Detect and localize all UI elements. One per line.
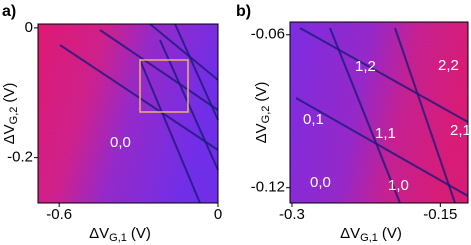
panel: 1,2 2,2 0,1 1,1 2,1 0,0 1,0 -0.3 -0.15 -0.12 -0.06… <box>236 3 471 244</box>
y-tick-label: -0.2 <box>7 149 33 166</box>
xlabel-axis-label: ΔVG,1 (V) <box>340 225 402 244</box>
y-tick-label: -0.06 <box>251 26 285 43</box>
x-tick-label: -0.15 <box>423 206 457 223</box>
axis-unit: (V) <box>131 225 151 242</box>
annotation: 1,0 <box>388 177 409 194</box>
axis-subscript: G,1 <box>109 232 127 244</box>
x-tick-label: -0.6 <box>46 206 72 223</box>
annotation: 0,1 <box>303 111 324 128</box>
annotation: 1,1 <box>375 125 396 142</box>
axis-subscript: G,1 <box>360 232 378 244</box>
annotation: 2,2 <box>438 57 459 74</box>
transition-line <box>295 97 469 197</box>
axis-unit: (V) <box>253 82 270 102</box>
axis-symbol: ΔV <box>1 124 18 144</box>
xlabel-axis-label: ΔVG,1 (V) <box>89 225 151 244</box>
axis-subscript: G,2 <box>8 107 20 125</box>
annotation: 0,0 <box>310 174 331 191</box>
axis-unit: (V) <box>1 83 18 103</box>
annotation: 2,1 <box>450 122 471 139</box>
transition-line <box>159 39 219 171</box>
plot-frame <box>289 21 469 204</box>
y-tick-label: 0 <box>25 19 33 36</box>
plot-frame <box>37 23 219 204</box>
annotation: 1,2 <box>355 58 376 75</box>
transition-line <box>99 29 219 111</box>
transition-line <box>394 27 456 204</box>
panel-label: a) <box>2 3 16 20</box>
axis-symbol: ΔV <box>89 225 109 242</box>
annotation: 0,0 <box>110 134 131 151</box>
axis-subscript: G,2 <box>260 106 272 124</box>
x-tick-label: -0.3 <box>279 206 305 223</box>
ylabel-axis-label: ΔVG,2 (V) <box>1 83 20 145</box>
transition-line <box>59 44 219 151</box>
transition-line <box>149 23 219 81</box>
ylabel-axis-label: ΔVG,2 (V) <box>253 82 272 144</box>
transition-line <box>299 27 469 123</box>
axis-symbol: ΔV <box>340 225 360 242</box>
y-tick-label: -0.12 <box>251 179 285 196</box>
axis-symbol: ΔV <box>253 123 270 143</box>
transition-line <box>329 27 401 204</box>
axis-unit: (V) <box>382 225 402 242</box>
x-tick-label: 0 <box>214 206 222 223</box>
zoom-box <box>139 59 189 113</box>
heatmap-noise <box>38 24 218 203</box>
transition-line <box>174 23 219 121</box>
panel-label: b) <box>236 3 251 20</box>
transition-line <box>139 59 201 204</box>
